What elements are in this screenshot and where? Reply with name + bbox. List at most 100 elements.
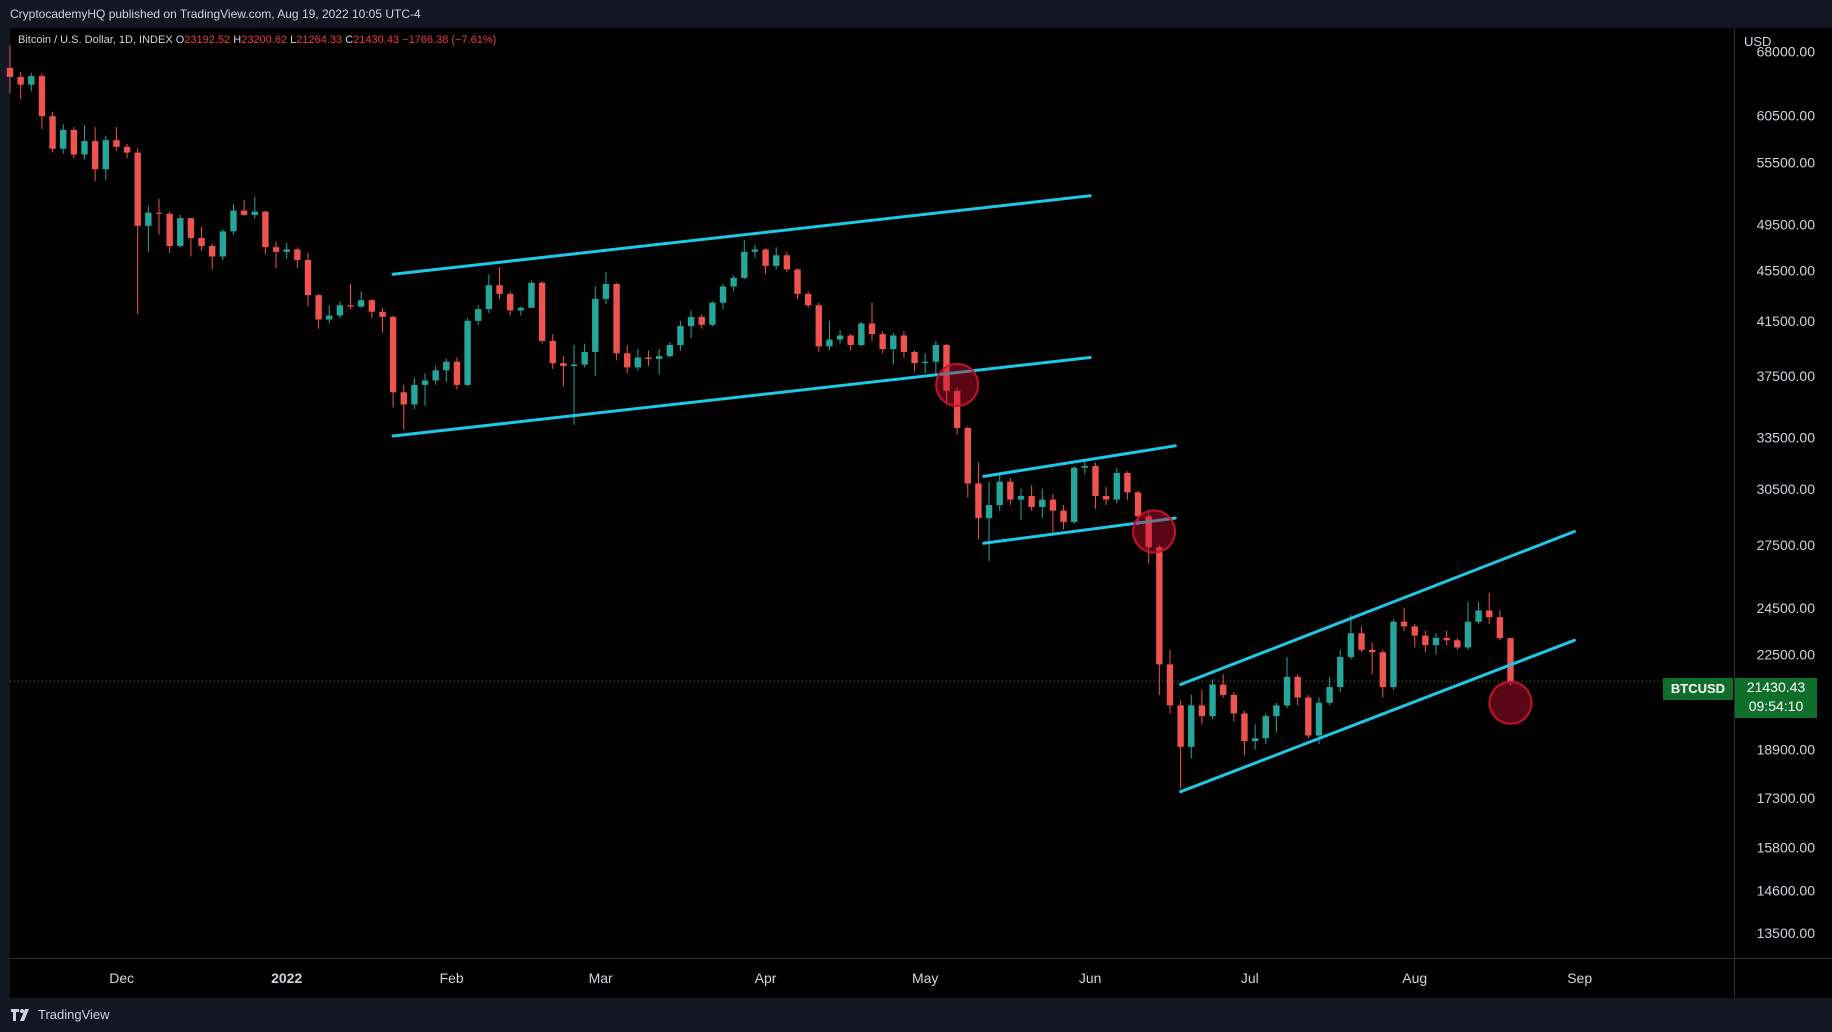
candle-body (911, 351, 918, 364)
candle-body (38, 76, 46, 117)
candle-body (1145, 516, 1152, 548)
breakdown-marker (1132, 509, 1177, 554)
candle-body (1475, 610, 1482, 622)
time-axis[interactable] (10, 958, 1734, 999)
candle-body (1390, 621, 1397, 688)
candle-body (91, 141, 99, 170)
candle-body (975, 483, 982, 519)
candle-body (49, 116, 56, 149)
legend-close: 21430.43 (353, 34, 400, 46)
bar-countdown: 09:54:10 (1748, 698, 1804, 714)
candle-body (1081, 466, 1089, 468)
candle-body (1486, 610, 1493, 618)
candle-body (996, 481, 1003, 506)
candle-body (1017, 495, 1025, 500)
chart-area[interactable] (10, 28, 1734, 958)
candle-body (283, 249, 290, 252)
candle-body (1102, 495, 1110, 500)
candle-body (400, 392, 407, 405)
candle-body (209, 246, 216, 257)
price-tick-label: 33500.00 (1757, 430, 1816, 446)
candle-body (60, 129, 67, 149)
candle-body (719, 286, 727, 303)
candle-body (28, 76, 35, 85)
candle-body (517, 307, 525, 311)
candle-body (475, 309, 482, 321)
candle-body (240, 210, 248, 215)
candle-body (294, 249, 301, 260)
candle-body (1219, 684, 1227, 695)
candle-body (922, 361, 929, 364)
price-tick-label: 24500.00 (1757, 600, 1816, 616)
candle-body (1262, 716, 1269, 739)
candle-body (932, 345, 940, 362)
candle-body (645, 357, 652, 359)
candle-body (1432, 637, 1440, 646)
candle-body (773, 255, 780, 266)
candle-body (1273, 705, 1280, 717)
candle-body (506, 293, 514, 311)
price-tick-label: 27500.00 (1757, 537, 1816, 553)
candle-body (177, 218, 184, 247)
price-tick-label: 55500.00 (1757, 154, 1816, 170)
candle-body (1443, 637, 1450, 641)
price-tick-label: 14600.00 (1757, 882, 1816, 898)
candle-body (730, 277, 737, 287)
symbol-badge: BTCUSD (1663, 678, 1733, 700)
candle-body (368, 300, 376, 312)
candle-body (581, 351, 588, 365)
publisher-text: CryptocademyHQ published on TradingView.… (10, 7, 421, 21)
price-axis[interactable] (1734, 28, 1832, 958)
candle-body (1305, 697, 1312, 736)
time-tick-label: Aug (1402, 970, 1427, 986)
axis-corner (1734, 958, 1832, 999)
channel-line (1179, 530, 1576, 687)
candle-body (230, 210, 237, 232)
channel-line (1179, 638, 1576, 794)
price-tick-label: 22500.00 (1757, 647, 1816, 663)
candle-body (1166, 664, 1174, 706)
candle-body (549, 340, 556, 364)
candle-body (145, 212, 152, 226)
channel-line (982, 444, 1177, 478)
candle-body (1007, 481, 1014, 500)
price-tick-label: 13500.00 (1757, 925, 1816, 941)
candle-body (634, 357, 642, 368)
candle-body (592, 298, 599, 352)
candle-body (1156, 547, 1163, 665)
candle-body (336, 305, 344, 316)
candle-body (411, 384, 418, 405)
candle-body (538, 282, 546, 341)
candle-body (198, 238, 205, 247)
candle-body (1326, 687, 1333, 703)
candle-body (858, 323, 865, 346)
candle-body (1113, 472, 1120, 500)
legend-high-label: H (233, 34, 242, 46)
candle-body (421, 380, 429, 385)
candle-body (1347, 633, 1355, 658)
candle-body (528, 282, 535, 308)
legend-low-label: L (290, 34, 297, 46)
candle-body (1071, 467, 1078, 522)
legend-high: 23200.62 (241, 34, 288, 46)
candle-body (315, 295, 322, 320)
candle-body (70, 129, 78, 155)
last-price-badge: 21430.43 09:54:10 (1735, 678, 1817, 718)
time-tick-label: Jul (1241, 970, 1259, 986)
candle-body (1294, 676, 1301, 698)
tradingview-brand[interactable]: TradingView (10, 998, 110, 1032)
candle-body (389, 316, 397, 393)
candle-body (655, 356, 663, 359)
candle-body (347, 305, 354, 307)
time-tick-label: Jun (1079, 970, 1102, 986)
candle-body (155, 212, 163, 214)
candle-body (826, 339, 833, 347)
candle-body (1507, 638, 1514, 682)
candle-body (1230, 694, 1238, 714)
candle-body (379, 311, 386, 317)
candle-body (304, 259, 312, 296)
brand-name: TradingView (38, 1007, 110, 1022)
candle-body (1422, 635, 1429, 646)
legend-title: Bitcoin / U.S. Dollar, 1D, INDEX (18, 34, 173, 46)
candle-body (251, 211, 258, 215)
